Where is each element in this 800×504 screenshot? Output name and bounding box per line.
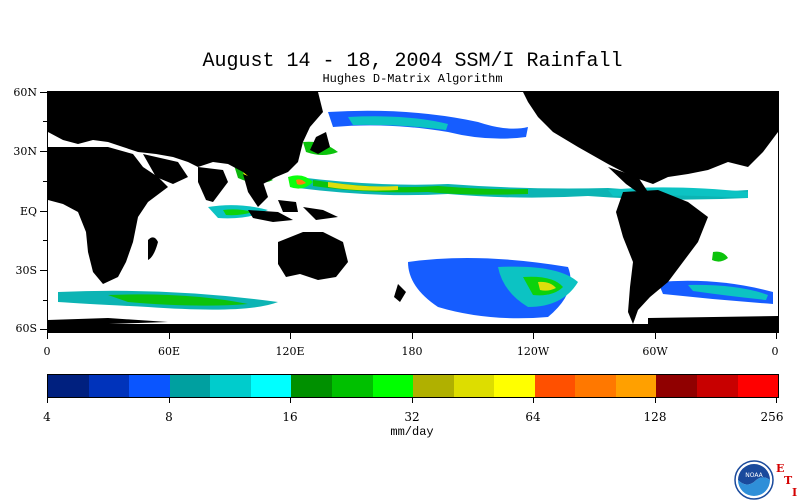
lon-label-120w: 120W: [516, 345, 550, 358]
colorbar-tick: [533, 397, 534, 403]
colorbar-swatch: [129, 375, 170, 397]
lat-tick: [40, 151, 47, 152]
colorbar-swatch: [210, 375, 251, 397]
land-masses: [48, 92, 778, 332]
lat-label-30n: 30N: [13, 145, 37, 158]
colorbar-tick: [169, 397, 170, 403]
eti-letter-e: E: [776, 462, 785, 475]
colorbar-tick: [655, 397, 656, 403]
colorbar-swatch: [169, 375, 211, 397]
colorbar-swatch: [656, 375, 697, 397]
noaa-logo-text: NOAA: [745, 472, 763, 479]
lat-label-60s: 60S: [15, 322, 37, 335]
colorbar: [47, 374, 779, 398]
lon-label-60w: 60W: [642, 345, 668, 358]
lat-tick: [40, 92, 47, 93]
lon-tick: [290, 331, 291, 339]
colorbar-label-8: 8: [165, 410, 173, 424]
lon-label-120e: 120E: [275, 345, 305, 358]
lon-tick: [776, 331, 777, 339]
lon-tick: [169, 331, 170, 339]
lon-tick: [533, 331, 534, 339]
eti-letter-i: I: [792, 486, 798, 499]
lat-minor-tick: [43, 300, 47, 301]
colorbar-swatch: [250, 375, 292, 397]
map-title: August 14 - 18, 2004 SSM/I Rainfall: [202, 50, 623, 73]
colorbar-swatch: [494, 375, 535, 397]
colorbar-units: mm/day: [390, 425, 434, 439]
colorbar-label-4: 4: [43, 410, 51, 424]
lon-label-180: 180: [401, 345, 423, 358]
map-subtitle: Hughes D-Matrix Algorithm: [322, 72, 503, 86]
lon-tick: [412, 331, 413, 339]
colorbar-swatch: [615, 375, 657, 397]
colorbar-swatch: [48, 375, 89, 397]
lon-label-0-end: 0: [771, 345, 779, 358]
colorbar-swatch: [453, 375, 495, 397]
colorbar-swatch: [575, 375, 616, 397]
lat-tick: [40, 270, 47, 271]
lat-label-30s: 30S: [15, 264, 37, 277]
colorbar-swatch: [534, 375, 576, 397]
colorbar-swatch: [291, 375, 332, 397]
colorbar-swatch: [697, 375, 738, 397]
map-canvas: [48, 92, 778, 332]
colorbar-swatch: [88, 375, 130, 397]
lat-minor-tick: [43, 121, 47, 122]
colorbar-label-256: 256: [760, 410, 784, 424]
lat-label-eq: EQ: [19, 205, 37, 218]
colorbar-swatch: [331, 375, 373, 397]
lon-tick: [47, 331, 48, 339]
colorbar-tick: [776, 397, 777, 403]
colorbar-swatch: [737, 375, 779, 397]
lon-tick: [655, 331, 656, 339]
colorbar-label-64: 64: [525, 410, 541, 424]
colorbar-swatch: [413, 375, 454, 397]
colorbar-tick: [290, 397, 291, 403]
eti-letter-t: T: [784, 474, 793, 487]
lat-tick: [40, 329, 47, 330]
colorbar-swatch: [372, 375, 414, 397]
lat-minor-tick: [43, 181, 47, 182]
colorbar-label-32: 32: [404, 410, 420, 424]
colorbar-tick: [47, 397, 48, 403]
colorbar-label-16: 16: [282, 410, 298, 424]
lat-tick: [40, 211, 47, 212]
rainfall-map: [47, 91, 779, 333]
lat-minor-tick: [43, 240, 47, 241]
lat-label-60n: 60N: [13, 86, 37, 99]
lon-label-60e: 60E: [157, 345, 181, 358]
lon-label-0: 0: [43, 345, 51, 358]
noaa-logo-icon: NOAA: [734, 460, 774, 500]
colorbar-label-128: 128: [643, 410, 667, 424]
noaa-logo: NOAA: [734, 460, 774, 500]
colorbar-tick: [412, 397, 413, 403]
